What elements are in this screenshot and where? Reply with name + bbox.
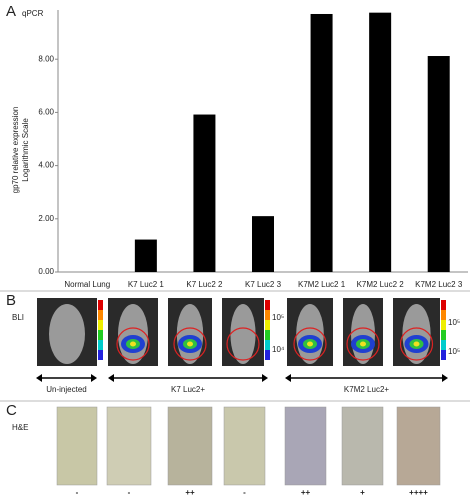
bar [310, 13, 333, 273]
he-image [56, 406, 98, 486]
color-scale [265, 310, 270, 320]
roi [226, 327, 260, 361]
panel-label: B [6, 292, 16, 309]
he-image [396, 406, 441, 486]
signal [360, 341, 366, 347]
he-score: - [76, 488, 79, 497]
scale-label: 10⁵ [448, 347, 460, 356]
panel-sublabel: H&E [12, 423, 28, 432]
color-scale [441, 350, 446, 360]
he-score: - [128, 488, 131, 497]
signal [130, 341, 136, 347]
y-axis-title: Logarithmic Scale [21, 118, 30, 182]
y-tick-label: 0.00 [38, 267, 54, 276]
panel-label: A [6, 3, 16, 20]
x-tick-label: K7 Luc2 3 [245, 280, 282, 289]
color-scale [98, 300, 103, 310]
x-tick-label: K7 Luc2 2 [186, 280, 223, 289]
bar [252, 216, 274, 272]
color-scale [441, 310, 446, 320]
panel-sublabel: BLI [12, 313, 24, 322]
x-tick-label: K7M2 Luc2 2 [357, 280, 405, 289]
color-scale [98, 330, 103, 340]
scale-label: 10⁴ [272, 345, 285, 354]
signal [307, 341, 313, 347]
mouse [402, 304, 431, 364]
roi [173, 327, 207, 361]
mouse [49, 304, 85, 364]
x-tick-label: K7M2 Luc2 3 [415, 280, 463, 289]
color-scale [441, 300, 446, 310]
x-tick-label: K7 Luc2 1 [128, 280, 165, 289]
color-scale [265, 340, 270, 350]
y-tick-label: 6.00 [38, 108, 54, 117]
y-tick-label: 4.00 [38, 161, 54, 170]
roi [346, 327, 380, 361]
bar [134, 239, 157, 272]
scale-label: 10⁵ [448, 318, 460, 327]
group-label: K7 Luc2+ [171, 385, 205, 394]
roi [399, 327, 434, 361]
color-scale [265, 320, 270, 330]
subtitle: qPCR [22, 9, 44, 18]
y-axis-title: gp70 relative expression [11, 107, 20, 194]
color-scale [441, 330, 446, 340]
he-score: + [360, 488, 365, 497]
scale-label: 10⁵ [272, 313, 284, 322]
y-tick-label: 2.00 [38, 214, 54, 223]
he-score: ++ [301, 488, 311, 497]
x-tick-label: Normal Lung [64, 280, 110, 289]
mouse [118, 304, 148, 364]
color-scale [98, 340, 103, 350]
mouse [351, 304, 375, 364]
roi [116, 327, 150, 361]
signal [187, 341, 193, 347]
he-score: ++ [185, 488, 195, 497]
he-image [284, 406, 327, 486]
y-tick-label: 8.00 [38, 54, 54, 63]
bar [427, 56, 450, 273]
panel-label: C [6, 402, 17, 419]
bar [193, 114, 216, 272]
color-scale [98, 350, 103, 360]
color-scale [98, 320, 103, 330]
signal [413, 341, 420, 347]
he-image [223, 406, 266, 486]
mouse [176, 304, 204, 364]
he-image [167, 406, 213, 486]
color-scale [265, 350, 270, 360]
he-score: ++++ [409, 488, 428, 497]
color-scale [441, 320, 446, 330]
color-scale [98, 310, 103, 320]
bar [369, 12, 392, 272]
color-scale [441, 340, 446, 350]
group-label: K7M2 Luc2+ [344, 385, 389, 394]
roi [293, 327, 327, 361]
mouse [230, 304, 256, 364]
x-tick-label: K7M2 Luc2 1 [298, 280, 346, 289]
he-image [341, 406, 384, 486]
mouse [296, 304, 324, 364]
group-label: Un-injected [46, 385, 86, 394]
color-scale [265, 330, 270, 340]
he-image [106, 406, 152, 486]
he-score: - [243, 488, 246, 497]
color-scale [265, 300, 270, 310]
